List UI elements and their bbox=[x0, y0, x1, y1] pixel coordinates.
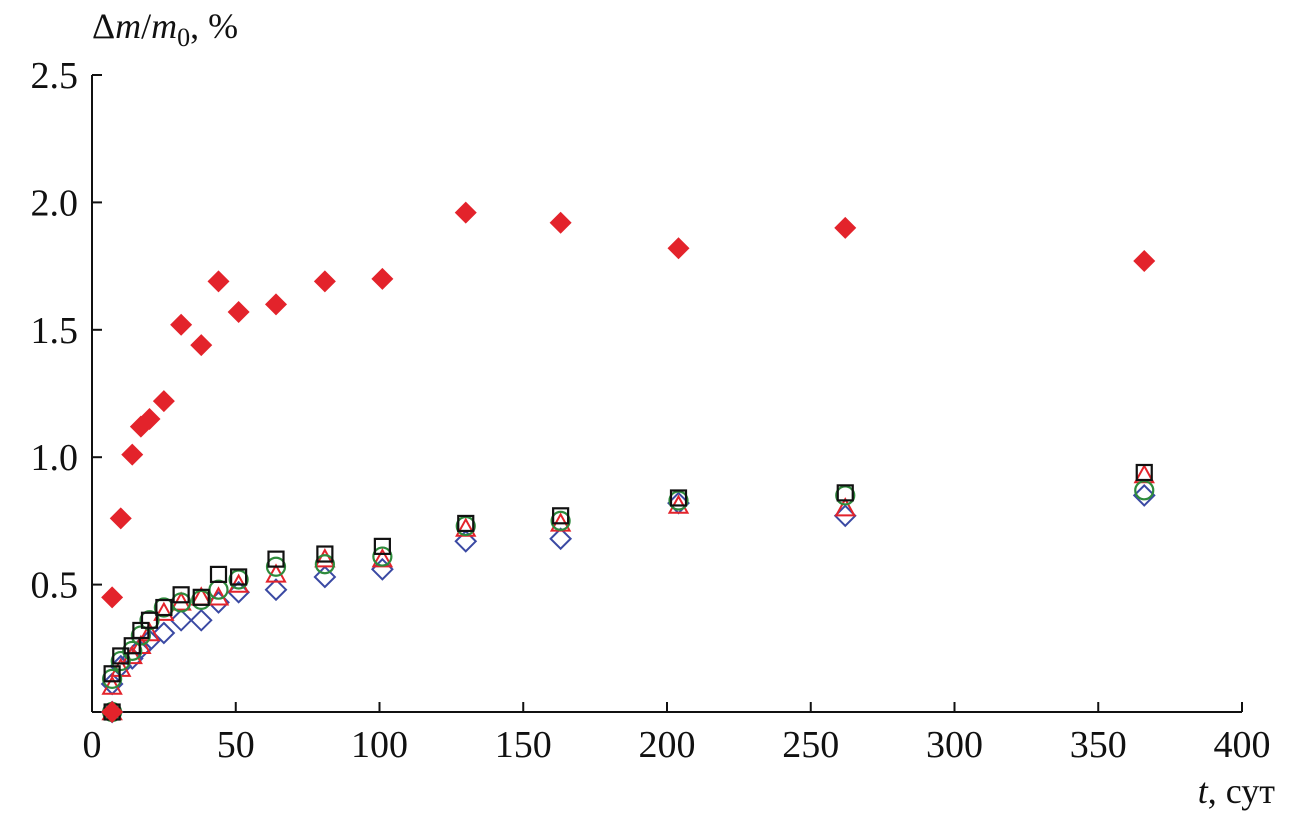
data-point bbox=[1134, 480, 1155, 501]
data-point bbox=[112, 647, 130, 665]
data-point bbox=[549, 211, 572, 234]
y-tick-label: 1.5 bbox=[31, 310, 79, 352]
data-point bbox=[834, 497, 856, 517]
x-tick-label: 400 bbox=[1214, 724, 1271, 766]
data-point bbox=[192, 588, 210, 606]
data-point bbox=[103, 665, 121, 683]
data-point bbox=[132, 621, 150, 640]
data-point bbox=[454, 201, 477, 224]
data-point bbox=[122, 640, 143, 661]
x-tick-label: 100 bbox=[351, 724, 408, 766]
series-open-diamond bbox=[100, 484, 1156, 724]
x-tick-label: 150 bbox=[495, 724, 552, 766]
data-point bbox=[140, 611, 159, 629]
data-point bbox=[170, 313, 193, 336]
y-tick-label: 1.0 bbox=[31, 437, 79, 479]
data-point bbox=[129, 636, 153, 660]
axes bbox=[91, 75, 1242, 713]
data-point bbox=[836, 484, 854, 502]
data-point bbox=[190, 334, 213, 357]
data-point bbox=[228, 569, 249, 590]
series-open-square bbox=[103, 463, 1153, 721]
data-point bbox=[264, 578, 288, 602]
x-tick-label: 50 bbox=[217, 724, 255, 766]
x-axis-title: t, сут bbox=[1198, 771, 1276, 811]
y-tick-label: 0.5 bbox=[31, 565, 79, 607]
data-point bbox=[313, 270, 336, 293]
data-point bbox=[457, 514, 475, 533]
data-point bbox=[454, 529, 478, 553]
data-point bbox=[316, 545, 334, 563]
data-point bbox=[1132, 484, 1156, 507]
data-point bbox=[189, 608, 213, 632]
data-point bbox=[138, 407, 161, 430]
data-point bbox=[152, 621, 176, 645]
data-point bbox=[130, 625, 151, 646]
data-point bbox=[139, 610, 160, 631]
x-tick-label: 0 bbox=[83, 724, 102, 766]
data-point bbox=[207, 270, 230, 293]
data-point bbox=[373, 537, 391, 555]
data-point bbox=[152, 390, 175, 413]
data-point bbox=[1133, 250, 1156, 273]
data-point bbox=[121, 443, 144, 466]
data-point bbox=[265, 556, 287, 577]
data-point bbox=[669, 489, 688, 507]
data-point bbox=[101, 701, 124, 723]
data-point bbox=[172, 586, 190, 604]
x-tick-label: 350 bbox=[1070, 724, 1127, 766]
data-point bbox=[227, 300, 250, 323]
data-point bbox=[109, 507, 132, 530]
x-tick-label: 300 bbox=[926, 724, 983, 766]
data-point bbox=[314, 548, 336, 568]
series-open-triangle bbox=[101, 463, 1155, 721]
data-point bbox=[265, 293, 287, 316]
data-point bbox=[102, 668, 123, 689]
data-point bbox=[372, 546, 393, 567]
series-open-circle bbox=[102, 480, 1155, 723]
data-points bbox=[100, 201, 1156, 724]
data-point bbox=[835, 485, 856, 506]
x-tick-label: 200 bbox=[639, 724, 696, 766]
data-point bbox=[834, 216, 857, 239]
data-point bbox=[123, 637, 141, 655]
data-point bbox=[667, 237, 690, 260]
data-point bbox=[1135, 463, 1153, 482]
data-point bbox=[169, 608, 193, 632]
data-point bbox=[314, 554, 335, 575]
series-filled-diamond bbox=[101, 201, 1156, 723]
data-point bbox=[153, 601, 175, 621]
data-point bbox=[549, 527, 573, 551]
ticks: 0 50 100 150 200 250 300 350 400 0.5 1.0 1.5 2.0 2.5 bbox=[31, 55, 1271, 766]
x-tick-label: 250 bbox=[782, 724, 839, 766]
data-point bbox=[230, 568, 248, 586]
data-point bbox=[267, 550, 285, 568]
y-tick-label: 2.0 bbox=[31, 182, 79, 224]
data-point bbox=[550, 510, 571, 532]
data-point bbox=[155, 598, 173, 617]
data-point bbox=[371, 267, 394, 290]
data-point bbox=[552, 507, 570, 525]
data-point bbox=[110, 650, 131, 672]
data-point bbox=[101, 586, 124, 609]
data-point bbox=[209, 565, 228, 584]
data-point bbox=[313, 565, 337, 589]
y-axis-title: Δm/m0, % bbox=[92, 6, 238, 52]
y-tick-label: 2.5 bbox=[31, 55, 79, 97]
